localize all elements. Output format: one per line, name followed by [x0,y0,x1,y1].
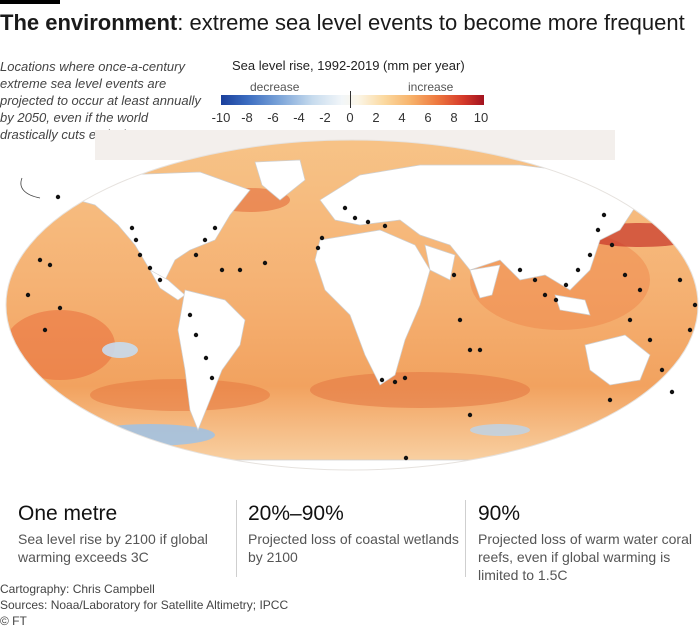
stat-description: Projected loss of coastal wetlands by 21… [248,531,459,565]
stat-divider [465,500,466,577]
legend-tick: 10 [473,110,489,125]
legend-colorbar [221,95,484,105]
legend-tick: -4 [293,110,305,125]
page-title: The environment: extreme sea level event… [0,10,685,35]
stat-wetlands: 20%–90% Projected loss of coastal wetlan… [248,500,468,566]
legend-tick: 2 [372,110,380,125]
legend-increase-label: increase [408,80,454,94]
legend-decrease-label: decrease [250,80,300,94]
stat-description: Sea level rise by 2100 if global warming… [18,531,208,565]
stat-headline: 20%–90% [248,502,344,525]
world-sea-level-map [5,130,699,471]
stat-description: Projected loss of warm water coral reefs… [478,531,692,583]
legend-title: Sea level rise, 1992-2019 (mm per year) [232,58,465,73]
land-layer [6,159,698,470]
footer-copyright: © FT [0,614,27,628]
legend-tick: -2 [319,110,331,125]
stat-coral-reefs: 90% Projected loss of warm water coral r… [478,500,698,584]
legend-tick: 8 [450,110,458,125]
legend-tick: 4 [398,110,406,125]
legend-tick: -8 [241,110,253,125]
stat-sea-level: One metre Sea level rise by 2100 if glob… [18,500,238,566]
points-annotation: Locations where once-a-century extreme s… [0,59,201,142]
annotation-arrow [20,177,41,199]
legend-tick: -10 [211,110,231,125]
stat-headline: 90% [478,502,521,525]
stat-divider [236,500,237,577]
legend-tick: -6 [267,110,279,125]
extreme-event-points [25,194,698,461]
globe-outline [5,139,699,471]
footer-cartography: Cartography: Chris Campbell [0,582,155,596]
legend-zero-marker [350,91,351,108]
title-bar-accent [0,0,60,4]
legend-tick: 6 [424,110,432,125]
footer-sources: Sources: Noaa/Laboratory for Satellite A… [0,598,289,612]
stat-headline: One metre [18,502,118,525]
legend-tick: 0 [346,110,354,125]
